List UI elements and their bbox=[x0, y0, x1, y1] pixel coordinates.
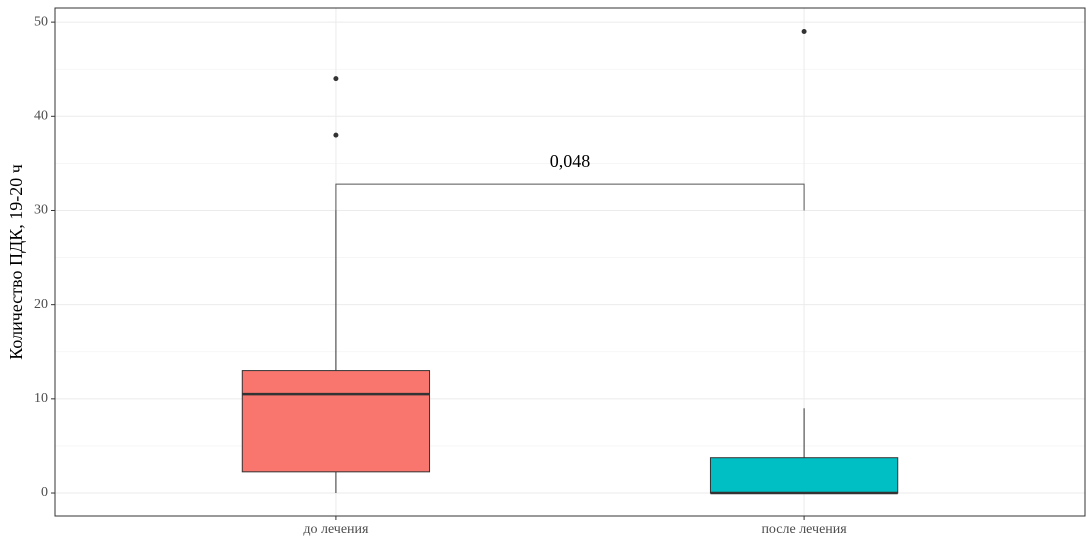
box bbox=[241, 370, 431, 473]
outlier bbox=[801, 29, 807, 35]
y-tick-label: 30 bbox=[34, 203, 48, 218]
bracket-label: 0,048 bbox=[550, 151, 591, 171]
y-tick-label: 20 bbox=[34, 297, 48, 312]
outlier bbox=[333, 76, 339, 82]
y-tick-label: 40 bbox=[34, 109, 48, 124]
y-tick-label: 50 bbox=[34, 14, 48, 29]
y-tick-label: 0 bbox=[41, 485, 48, 500]
y-tick-label: 10 bbox=[34, 391, 48, 406]
x-tick-label: до лечения bbox=[303, 522, 369, 537]
panel-border bbox=[54, 7, 1086, 517]
outlier bbox=[333, 132, 339, 138]
x-tick-label: после лечения bbox=[761, 522, 847, 537]
y-axis-label: Количество ПДК, 19-20 ч bbox=[6, 164, 26, 360]
box bbox=[709, 457, 899, 494]
bracket bbox=[335, 183, 805, 211]
